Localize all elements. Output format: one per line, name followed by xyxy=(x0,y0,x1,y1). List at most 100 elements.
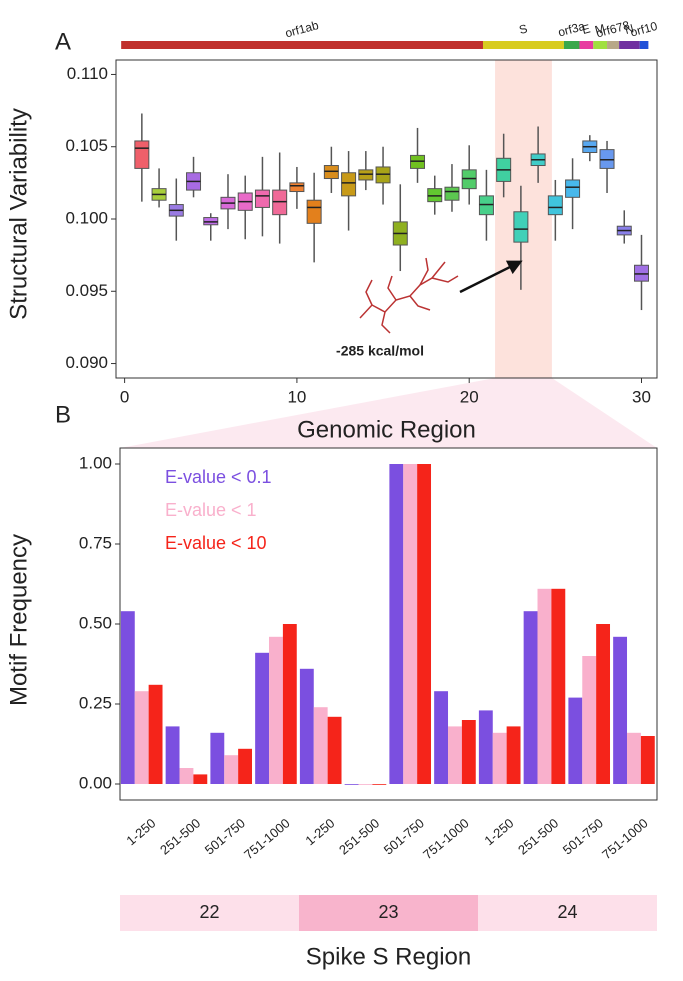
gene-label: M xyxy=(593,21,606,37)
bar xyxy=(327,716,342,784)
box xyxy=(254,189,270,208)
annotation-arrow xyxy=(459,260,523,294)
y-tick-label: 0.110 xyxy=(67,64,108,83)
bar xyxy=(299,668,314,784)
bar xyxy=(344,784,359,785)
panel-label: A xyxy=(55,28,71,55)
bar xyxy=(255,652,270,784)
x-axis-title: Genomic Region xyxy=(297,416,476,443)
bar xyxy=(134,691,149,784)
box xyxy=(547,195,563,216)
bar xyxy=(523,611,538,784)
gene-label: orf10 xyxy=(629,19,659,40)
bar xyxy=(492,732,507,784)
bar xyxy=(210,732,225,784)
gene-label: orf1ab xyxy=(284,18,321,40)
bar xyxy=(506,726,521,784)
bar xyxy=(627,732,641,784)
bar xyxy=(179,768,194,784)
bar xyxy=(358,784,373,785)
bar xyxy=(417,464,432,784)
zoom-connector xyxy=(120,378,657,448)
gene-segment xyxy=(593,41,608,49)
region-label: 22 xyxy=(199,902,219,922)
gene-segment xyxy=(619,41,640,49)
x-tick-label: 751-1000 xyxy=(420,815,472,862)
x-tick-label: 10 xyxy=(287,387,306,406)
region-label: 23 xyxy=(378,902,398,922)
annotation: -285 kcal/mol xyxy=(336,343,424,359)
bar xyxy=(582,656,597,784)
x-tick-label: 1-250 xyxy=(481,815,516,848)
legend-entry: E-value < 1 xyxy=(165,500,257,520)
box xyxy=(565,179,581,198)
gene-label: N xyxy=(623,21,635,37)
bar xyxy=(448,726,462,784)
region-box xyxy=(478,895,657,931)
bar xyxy=(551,588,566,784)
x-tick-label: 251-500 xyxy=(157,815,203,857)
legend-entry: E-value < 0.1 xyxy=(165,467,272,487)
y-axis-title: Motif Frequency xyxy=(5,534,32,706)
bar xyxy=(537,588,552,784)
y-tick-label: 0.105 xyxy=(65,136,108,155)
legend-entry: E-value < 10 xyxy=(165,533,267,553)
gene-segment xyxy=(607,41,620,49)
bar xyxy=(224,755,239,784)
x-tick-label: 30 xyxy=(632,387,651,406)
gene-segment xyxy=(579,41,594,49)
rna-stem xyxy=(419,257,429,286)
gene-label: E xyxy=(580,21,591,37)
y-tick-label: 0.50 xyxy=(79,613,112,632)
bar xyxy=(403,464,418,784)
box xyxy=(134,140,150,169)
bar xyxy=(148,684,163,784)
bar xyxy=(613,636,628,784)
region-box xyxy=(120,895,299,931)
rna-stem xyxy=(381,311,391,334)
bar xyxy=(434,691,449,784)
gene-segment xyxy=(121,41,483,49)
bar xyxy=(282,624,297,784)
box xyxy=(444,186,460,201)
y-tick-label: 0.100 xyxy=(65,208,108,227)
bar xyxy=(596,624,611,784)
box xyxy=(289,182,305,193)
bar xyxy=(120,611,135,784)
y-tick-label: 0.75 xyxy=(79,533,112,552)
bar xyxy=(478,710,493,784)
gene-label: S xyxy=(518,21,529,37)
region-box xyxy=(299,895,478,931)
x-tick-label: 251-500 xyxy=(515,815,561,857)
rna-stem xyxy=(359,261,446,319)
bar xyxy=(193,774,208,784)
rna-stem xyxy=(365,279,373,306)
x-tick-label: 751-1000 xyxy=(241,815,293,862)
x-tick-label: 751-1000 xyxy=(599,815,651,862)
y-tick-label: 0.090 xyxy=(65,353,108,372)
y-tick-label: 1.00 xyxy=(79,453,112,472)
bar xyxy=(372,784,387,785)
x-axis-title: Spike S Region xyxy=(306,943,471,970)
gene-segment xyxy=(482,41,564,49)
y-axis-title: Structural Variability xyxy=(5,108,32,320)
box xyxy=(341,172,357,197)
box xyxy=(513,211,529,243)
bar xyxy=(238,748,253,784)
rna-stem xyxy=(431,275,459,283)
x-tick-label: 1-250 xyxy=(123,815,158,848)
bar xyxy=(568,697,583,784)
gene-label: orf3a xyxy=(556,19,586,40)
bar xyxy=(640,736,655,784)
gene-segment xyxy=(639,41,649,49)
bar xyxy=(313,707,328,784)
bar xyxy=(389,464,404,784)
panel-label: B xyxy=(55,401,71,428)
bar xyxy=(461,720,476,784)
y-tick-label: 0.25 xyxy=(79,693,112,712)
box xyxy=(306,199,322,224)
gene-segment xyxy=(563,41,580,49)
x-tick-label: 251-500 xyxy=(336,815,382,857)
bar xyxy=(165,726,180,784)
